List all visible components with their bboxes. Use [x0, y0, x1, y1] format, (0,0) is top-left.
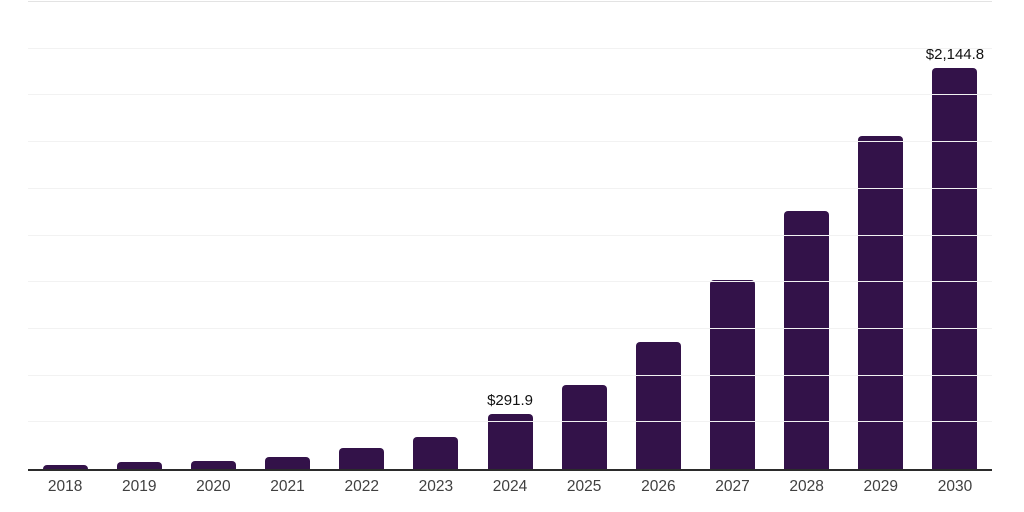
x-tick-label-2030: 2030 — [937, 478, 973, 495]
bar-column-2023 — [399, 2, 473, 469]
bar-column-2021 — [250, 2, 324, 469]
bar-value-label-2030: $2,144.8 — [925, 46, 985, 64]
x-tick-label-2018: 2018 — [47, 478, 83, 495]
gridline-1750 — [28, 141, 992, 143]
bar-2029[interactable] — [858, 135, 904, 469]
bar-2019[interactable] — [116, 462, 162, 469]
plot-area: $291.9 $2,144.8 — [28, 1, 992, 471]
gridline-2250 — [28, 47, 992, 49]
x-tick-label-2024: 2024 — [492, 478, 528, 495]
gridline-250 — [28, 421, 992, 423]
bar-2025[interactable] — [561, 384, 607, 469]
bar-2022[interactable] — [339, 448, 385, 469]
bar-column-2030: $2,144.8 — [918, 2, 992, 469]
bar-2023[interactable] — [413, 436, 459, 469]
bar-column-2019 — [102, 2, 176, 469]
bar-column-2028 — [770, 2, 844, 469]
x-tick-label-2020: 2020 — [196, 478, 231, 495]
bar-column-2024: $291.9 — [473, 2, 547, 469]
x-axis: 2018 2019 2020 2021 2022 2023 2024 2025 2026 2027… — [28, 478, 992, 496]
bar-2030[interactable] — [932, 68, 978, 469]
x-tick-label-2019: 2019 — [121, 478, 157, 495]
bar-column-2029 — [844, 2, 918, 469]
bar-2024[interactable] — [487, 414, 533, 469]
bar-row: $291.9 $2,144.8 — [28, 2, 992, 469]
x-tick-label-2026: 2026 — [641, 478, 676, 495]
bar-2021[interactable] — [265, 457, 311, 469]
bar-2028[interactable] — [784, 211, 830, 469]
gridline-2500 — [28, 1, 992, 2]
gridline-1000 — [28, 281, 992, 283]
gridline-1250 — [28, 234, 992, 236]
x-tick-label-2023: 2023 — [418, 478, 454, 495]
gridline-750 — [28, 327, 992, 329]
bar-column-2025 — [547, 2, 621, 469]
bar-value-label-2024: $291.9 — [487, 392, 533, 410]
x-tick-label-2029: 2029 — [863, 478, 899, 495]
bar-column-2027 — [695, 2, 769, 469]
bar-column-2026 — [621, 2, 695, 469]
gridline-1500 — [28, 187, 992, 189]
bar-column-2018 — [28, 2, 102, 469]
bar-column-2020 — [176, 2, 250, 469]
x-tick-label-2021: 2021 — [270, 478, 305, 495]
gridline-2000 — [28, 94, 992, 96]
bar-2020[interactable] — [190, 460, 236, 469]
x-tick-label-2022: 2022 — [344, 478, 379, 495]
bar-2018[interactable] — [42, 465, 88, 469]
bar-column-2022 — [325, 2, 399, 469]
x-tick-label-2027: 2027 — [715, 478, 750, 495]
x-tick-label-2028: 2028 — [789, 478, 824, 495]
gridline-500 — [28, 374, 992, 376]
x-tick-label-2025: 2025 — [566, 478, 602, 495]
bar-2026[interactable] — [635, 341, 681, 469]
